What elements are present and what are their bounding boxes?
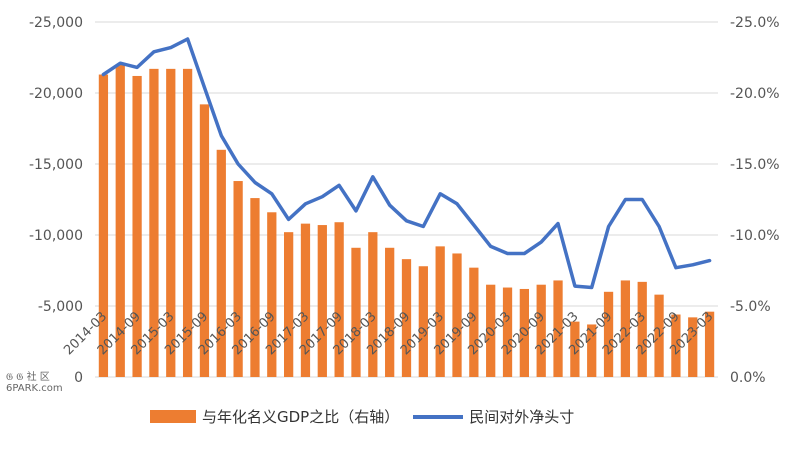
left-tick-label: -20,000 [29,86,83,102]
left-tick-label: -15,000 [29,157,83,173]
bar [469,267,479,377]
right-tick-label: 0.0% [730,370,766,386]
bar [603,291,614,377]
bar [654,294,664,377]
bar [166,68,176,378]
bar [620,280,631,377]
right-tick-label: -10.0% [730,228,780,244]
legend-item-line: 民间对外净头寸 [413,406,574,427]
left-tick-label: -5,000 [38,299,83,315]
bar [98,74,109,377]
legend: 与年化名义GDP之比（右轴） 民间对外净头寸 [150,406,574,427]
bar [250,198,260,377]
bar [587,324,597,377]
bar [385,247,395,377]
right-tick-label: -25.0% [730,15,780,31]
bar [115,64,125,377]
legend-swatch-line [413,414,464,419]
bar [267,212,277,377]
bar [300,223,311,377]
bar [519,288,529,377]
left-tick-label: -10,000 [29,228,83,244]
bar [502,287,513,377]
bar [149,68,159,378]
legend-label-line: 民间对外净头寸 [469,408,575,426]
watermark: 𝔊 𝔊 社 区 6PARK.com [6,372,63,394]
bar [368,232,378,377]
bar [704,311,715,377]
bar [199,104,210,378]
bar [351,247,361,377]
bar [334,222,344,377]
left-axis: -25,000 -20,000 -15,000 -10,000 -5,000 0 [29,15,83,386]
bar [182,68,193,378]
bar [637,281,647,377]
series-line [101,37,712,290]
bar [553,280,563,377]
watermark-line2: 6PARK.com [6,383,63,394]
bar [536,284,546,377]
right-tick-label: -5.0% [730,299,771,315]
bar [570,321,580,377]
legend-swatch-bar [150,410,196,423]
watermark-line1: 𝔊 𝔊 社 区 [6,372,50,383]
bar [132,75,142,378]
bar [317,225,327,377]
left-tick-label: 0 [74,370,83,386]
bar [688,317,698,377]
bar [233,181,243,377]
bar [216,149,226,377]
bar [486,284,496,377]
right-tick-label: -15.0% [730,157,780,173]
bar [452,253,462,377]
right-axis: -25.0% -20.0% -15.0% -10.0% -5.0% 0.0% [730,15,780,386]
bar [284,232,294,377]
left-tick-label: -25,000 [29,15,83,31]
legend-item-bar: 与年化名义GDP之比（右轴） [150,406,399,427]
right-tick-label: -20.0% [730,86,780,102]
bar [671,314,681,377]
bar-series [98,64,715,378]
legend-label-bar: 与年化名义GDP之比（右轴） [202,408,400,426]
bar [418,266,428,377]
bar [435,246,445,377]
line-series [101,37,712,290]
bar [401,259,412,377]
